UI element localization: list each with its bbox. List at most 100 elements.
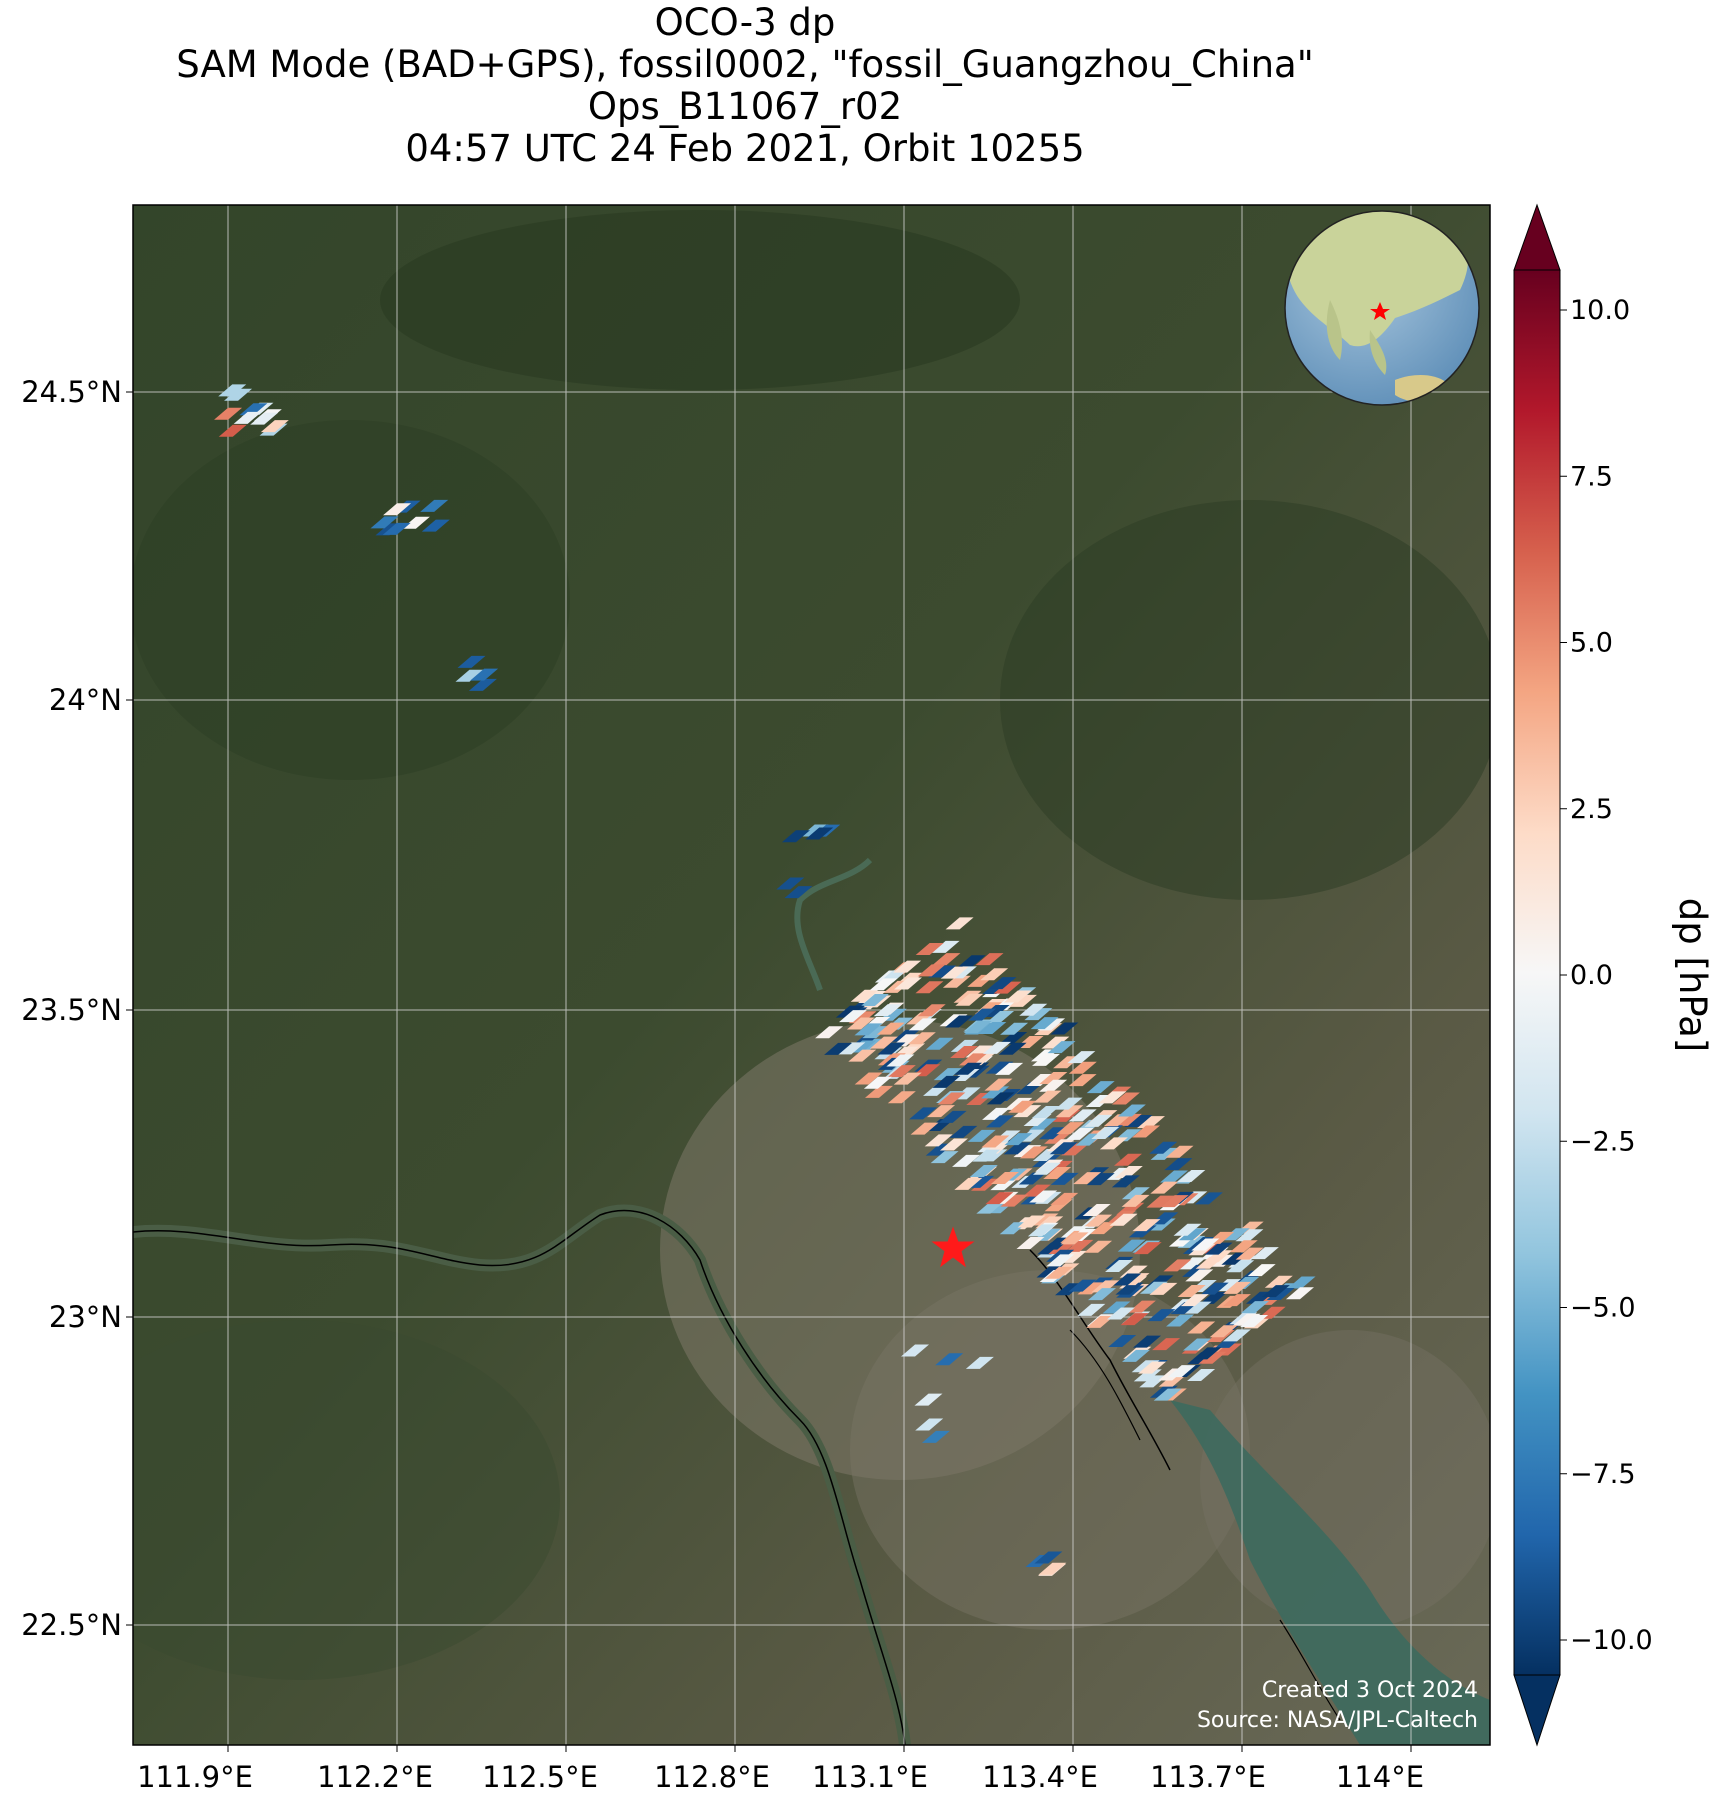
- dp-sounding: [954, 1062, 983, 1075]
- dp-sounding: [869, 978, 898, 991]
- dp-sounding: [957, 955, 986, 968]
- dp-sounding: [995, 1062, 1024, 1075]
- dp-sounding: [1017, 1215, 1046, 1228]
- dp-sounding: [1047, 1041, 1076, 1054]
- dp-sounding: [1153, 1388, 1182, 1401]
- chart-title: OCO-3 dp SAM Mode (BAD+GPS), fossil0002,…: [0, 2, 1490, 170]
- dp-sounding: [1139, 1281, 1168, 1294]
- dp-sounding: [1086, 1173, 1115, 1186]
- dp-sounding: [1136, 1116, 1165, 1129]
- dp-sounding: [950, 1039, 979, 1052]
- x-tick-label: 114°E: [1336, 1760, 1424, 1794]
- dp-sounding: [931, 940, 960, 953]
- dp-sounding: [1158, 1374, 1187, 1387]
- dp-sounding: [915, 942, 944, 955]
- target-star-icon: [931, 1226, 975, 1268]
- dp-sounding: [909, 1107, 938, 1120]
- dp-sounding: [854, 1072, 883, 1085]
- dp-sounding: [886, 1054, 915, 1067]
- dp-sounding: [370, 516, 399, 529]
- dp-sounding: [1152, 1338, 1181, 1351]
- dp-sounding: [846, 1017, 875, 1030]
- dp-sounding: [1229, 1240, 1258, 1253]
- dp-sounding: [1026, 1074, 1055, 1087]
- dp-sounding: [1147, 1309, 1176, 1322]
- dp-sounding: [893, 1072, 922, 1085]
- dp-sounding: [1185, 1269, 1214, 1282]
- dp-sounding: [1163, 1259, 1192, 1272]
- dp-sounding: [776, 877, 805, 890]
- dp-sounding: [1120, 1313, 1149, 1326]
- dp-sounding: [1187, 1321, 1216, 1334]
- dp-sounding: [239, 403, 268, 416]
- title-line-3: Ops_B11067_r02: [587, 85, 903, 128]
- dp-sounding: [1222, 1329, 1251, 1342]
- dp-sounding: [224, 388, 253, 401]
- dp-sounding: [1000, 1194, 1029, 1207]
- dp-sounding: [1008, 994, 1037, 1007]
- dp-sounding: [1041, 1036, 1070, 1049]
- dp-sounding: [1082, 1203, 1111, 1216]
- dp-sounding: [835, 1005, 864, 1018]
- dp-sounding: [1105, 1259, 1134, 1272]
- dp-sounding: [383, 503, 412, 516]
- dp-sounding: [939, 1138, 968, 1151]
- dp-sounding: [877, 1042, 906, 1055]
- dp-sounding: [1223, 1281, 1252, 1294]
- dp-sounding: [932, 953, 961, 966]
- dp-sounding: [940, 966, 969, 979]
- dp-sounding: [1032, 1162, 1061, 1175]
- dp-sounding: [933, 1068, 962, 1081]
- dp-sounding: [800, 824, 829, 837]
- dp-sounding: [1032, 1155, 1061, 1168]
- dp-sounding: [949, 1125, 978, 1138]
- dp-sounding: [839, 1010, 868, 1023]
- map-frame: [132, 204, 1491, 1746]
- dp-sounding: [1084, 1214, 1113, 1227]
- dp-sounding: [1204, 1242, 1233, 1255]
- dp-sounding: [986, 1011, 1015, 1024]
- dp-sounding: [1177, 1285, 1206, 1298]
- dp-sounding: [1147, 1218, 1176, 1231]
- dp-sounding: [925, 1037, 954, 1050]
- dp-sounding: [1038, 1127, 1067, 1140]
- dp-sounding: [984, 1078, 1013, 1091]
- dp-sounding: [1077, 1303, 1106, 1316]
- dp-sounding: [1149, 1282, 1178, 1295]
- dp-sounding: [1091, 1280, 1120, 1293]
- dp-sounding: [1065, 1239, 1094, 1252]
- dp-sounding: [421, 519, 450, 532]
- dp-sounding: [468, 678, 497, 691]
- dp-sounding: [1073, 1172, 1102, 1185]
- y-tick-label: 23°N: [49, 1300, 122, 1334]
- dp-sounding: [988, 977, 1017, 990]
- dp-sounding: [1004, 1133, 1033, 1146]
- dp-sounding: [1061, 1143, 1090, 1156]
- dp-sounding: [1033, 1090, 1062, 1103]
- colorbar-tick-label: −7.5: [1570, 1459, 1636, 1490]
- dp-sounding: [963, 1021, 992, 1034]
- dp-sounding: [218, 424, 247, 437]
- dp-sounding: [214, 407, 243, 420]
- x-tick-label: 112.5°E: [482, 1760, 598, 1794]
- dp-sounding: [1046, 1254, 1075, 1267]
- dp-sounding: [983, 1041, 1012, 1054]
- dp-sounding: [1198, 1351, 1227, 1364]
- dp-sounding: [1150, 1147, 1179, 1160]
- x-tick-label: 111.9°E: [137, 1760, 253, 1794]
- dp-sounding: [455, 669, 484, 682]
- dp-sounding: [1109, 1213, 1138, 1226]
- x-axis: 111.9°E 112.2°E 112.5°E 112.8°E 113.1°E …: [137, 1745, 1424, 1794]
- dp-sounding: [1240, 1301, 1269, 1314]
- dp-sounding: [1117, 1104, 1146, 1117]
- dp-sounding: [976, 1201, 1005, 1214]
- dp-sounding: [1019, 1003, 1048, 1016]
- dp-sounding: [1167, 1365, 1196, 1378]
- dp-sounding: [1160, 1170, 1189, 1183]
- y-axis: 24.5°N 24°N 23.5°N 23°N 22.5°N: [21, 375, 133, 1642]
- dp-sounding: [1133, 1242, 1162, 1255]
- dp-sounding: [893, 960, 922, 973]
- title-line-2: SAM Mode (BAD+GPS), fossil0002, "fossil_…: [176, 43, 1314, 86]
- dp-sounding: [1247, 1264, 1276, 1277]
- colorbar-tick-label: −5.0: [1570, 1293, 1636, 1324]
